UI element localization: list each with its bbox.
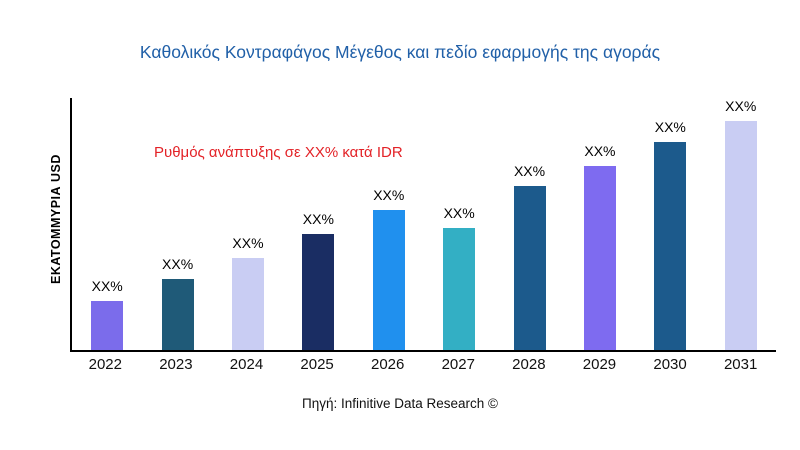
bar-value-label: XX%	[91, 278, 123, 294]
bar	[583, 166, 616, 350]
chart-title: Καθολικός Κοντραφάγος Μέγεθος και πεδίο …	[139, 42, 661, 62]
bar-group: XX%	[424, 98, 494, 350]
bar	[443, 228, 476, 350]
bar-group: XX%	[283, 98, 353, 350]
bar-value-label: XX%	[513, 163, 546, 179]
bar-value-label: XX%	[232, 235, 264, 251]
bar-value-label: XX%	[443, 205, 475, 221]
x-axis-tick-label: 2031	[723, 356, 758, 373]
bar-value-label: XX%	[584, 143, 616, 159]
bar	[302, 234, 335, 350]
x-axis-tick-label: 2025	[300, 356, 334, 373]
x-axis-tick-label: 2027	[441, 356, 475, 373]
plot-area: Ρυθμός ανάπτυξης σε XX% κατά IDR XX% XX% X…	[70, 98, 776, 352]
x-axis-tick-label: 2026	[370, 356, 405, 373]
bar-group: XX%	[565, 98, 635, 350]
bar	[654, 142, 687, 350]
bar-value-label: XX%	[302, 211, 334, 227]
bar	[513, 186, 546, 350]
bar-group: XX%	[213, 98, 283, 350]
bar-group: XX%	[494, 98, 564, 350]
bars: XX% XX% XX% XX% XX% XX% XX% XX% XX% XX%	[72, 98, 776, 350]
bar-value-label: XX%	[162, 256, 194, 272]
x-axis-tick-label: 2022	[88, 356, 122, 373]
source-attribution: Πηγή: Infinitive Data Research ©	[301, 396, 499, 411]
bar-group: XX%	[72, 98, 142, 350]
x-axis-tick-label: 2028	[512, 356, 546, 373]
x-axis-tick-label: 2029	[582, 356, 617, 373]
bar-group: XX%	[706, 98, 776, 350]
growth-rate-annotation: Ρυθμός ανάπτυξης σε XX% κατά IDR	[154, 144, 403, 161]
x-axis-tick-label: 2023	[159, 356, 193, 373]
bar-group: XX%	[142, 98, 212, 350]
x-axis-tick-labels: 2022 2023 2024 2025 2026 2027 2028 2029 2030 2031	[70, 356, 776, 373]
bar	[91, 301, 124, 350]
x-axis-tick-label: 2024	[229, 356, 264, 373]
bar-value-label: XX%	[654, 119, 686, 135]
bar	[231, 258, 264, 350]
bar-group: XX%	[354, 98, 424, 350]
bar	[372, 210, 405, 350]
y-axis-label: ΕΚΑΤΟΜΜΥΡΙΑ USD	[49, 154, 63, 284]
bar-group: XX%	[635, 98, 705, 350]
bar-value-label: XX%	[725, 98, 757, 114]
bar	[161, 279, 194, 350]
bar-value-label: XX%	[373, 187, 405, 203]
x-axis-tick-label: 2030	[653, 356, 687, 373]
bar	[724, 121, 757, 350]
